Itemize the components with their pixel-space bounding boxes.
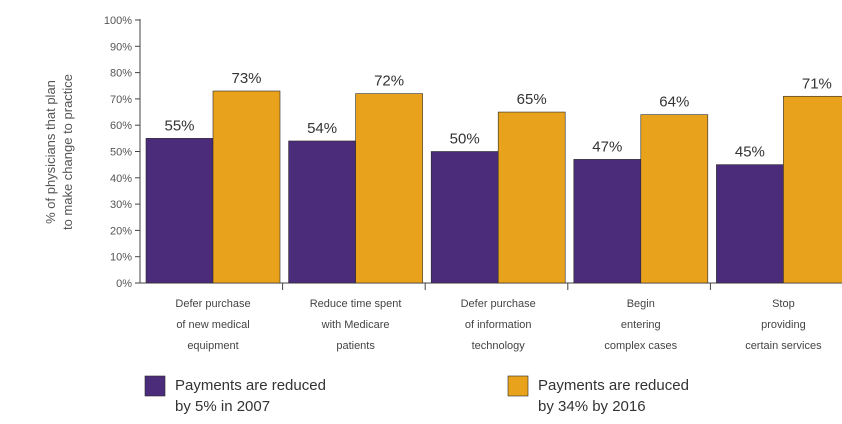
y-tick-label: 90% — [110, 41, 132, 53]
category-label: Defer purchase — [461, 298, 536, 310]
y-axis: 0% 10% 20% 30% 40% 50% 60% 70% 80% 90% 100% — [104, 15, 141, 290]
y-tick-label: 30% — [110, 199, 132, 211]
y-tick-label: 50% — [110, 147, 132, 159]
bar-series-0 — [430, 151, 499, 284]
category-label: Stop — [772, 298, 795, 310]
data-label: 47% — [592, 138, 622, 155]
category-label: Begin — [627, 298, 655, 310]
bar-series-0 — [145, 138, 214, 284]
y-tick-label: 0% — [116, 278, 132, 290]
category-label: Reduce time spent — [310, 298, 402, 310]
bar-series-0 — [288, 140, 356, 284]
legend-label: Payments are reduced — [538, 377, 689, 394]
category-label: equipment — [187, 340, 238, 352]
y-tick-label: 100% — [104, 15, 132, 27]
category-label: entering — [621, 319, 661, 331]
legend-swatch-series-1 — [507, 375, 529, 397]
category-label: Defer purchase — [175, 298, 250, 310]
data-label: 45% — [735, 144, 765, 161]
data-label: 54% — [307, 120, 337, 137]
legend: Payments are reduced by 5% in 2007 Payment… — [144, 375, 689, 415]
category-label: of information — [465, 319, 532, 331]
bar-series-1 — [640, 114, 709, 284]
bar-series-1 — [783, 95, 842, 284]
bar-series-0 — [716, 164, 784, 284]
category-label: technology — [472, 340, 526, 352]
category-label: complex cases — [604, 340, 677, 352]
legend-swatch-series-0 — [144, 375, 166, 397]
y-tick-label: 20% — [110, 225, 132, 237]
category-label: providing — [761, 319, 806, 331]
data-labels: 55% 73% 54% 72% 50% 65% 47% 64% 45% 71% — [164, 70, 831, 161]
bar-series-1 — [355, 93, 423, 284]
category-label: with Medicare — [321, 319, 390, 331]
category-label: certain services — [745, 340, 822, 352]
legend-label: by 5% in 2007 — [175, 398, 270, 415]
bar-series-1 — [212, 90, 281, 284]
y-tick-label: 60% — [110, 120, 132, 132]
data-label: 71% — [802, 75, 832, 92]
data-label: 50% — [450, 131, 480, 148]
data-label: 64% — [659, 94, 689, 111]
data-label: 55% — [164, 117, 194, 134]
y-tick-label: 80% — [110, 68, 132, 80]
x-axis — [140, 282, 842, 290]
y-axis-label: % of physicians that plan to make change … — [43, 74, 75, 230]
category-labels: Defer purchase of new medical equipment Red… — [175, 298, 822, 352]
bar-series-1 — [497, 111, 566, 284]
bar-series-0 — [573, 159, 642, 284]
category-label: of new medical — [176, 319, 249, 331]
data-label: 72% — [374, 73, 404, 90]
data-label: 73% — [231, 70, 261, 87]
legend-label: Payments are reduced — [175, 377, 326, 394]
data-label: 65% — [517, 91, 547, 108]
y-tick-label: 10% — [110, 252, 132, 264]
category-label: patients — [336, 340, 375, 352]
y-tick-label: 40% — [110, 173, 132, 185]
bars — [145, 90, 842, 284]
y-tick-label: 70% — [110, 94, 132, 106]
y-axis-label-line: % of physicians that plan — [43, 80, 58, 224]
y-axis-label-line: to make change to practice — [60, 74, 75, 230]
legend-label: by 34% by 2016 — [538, 398, 646, 415]
